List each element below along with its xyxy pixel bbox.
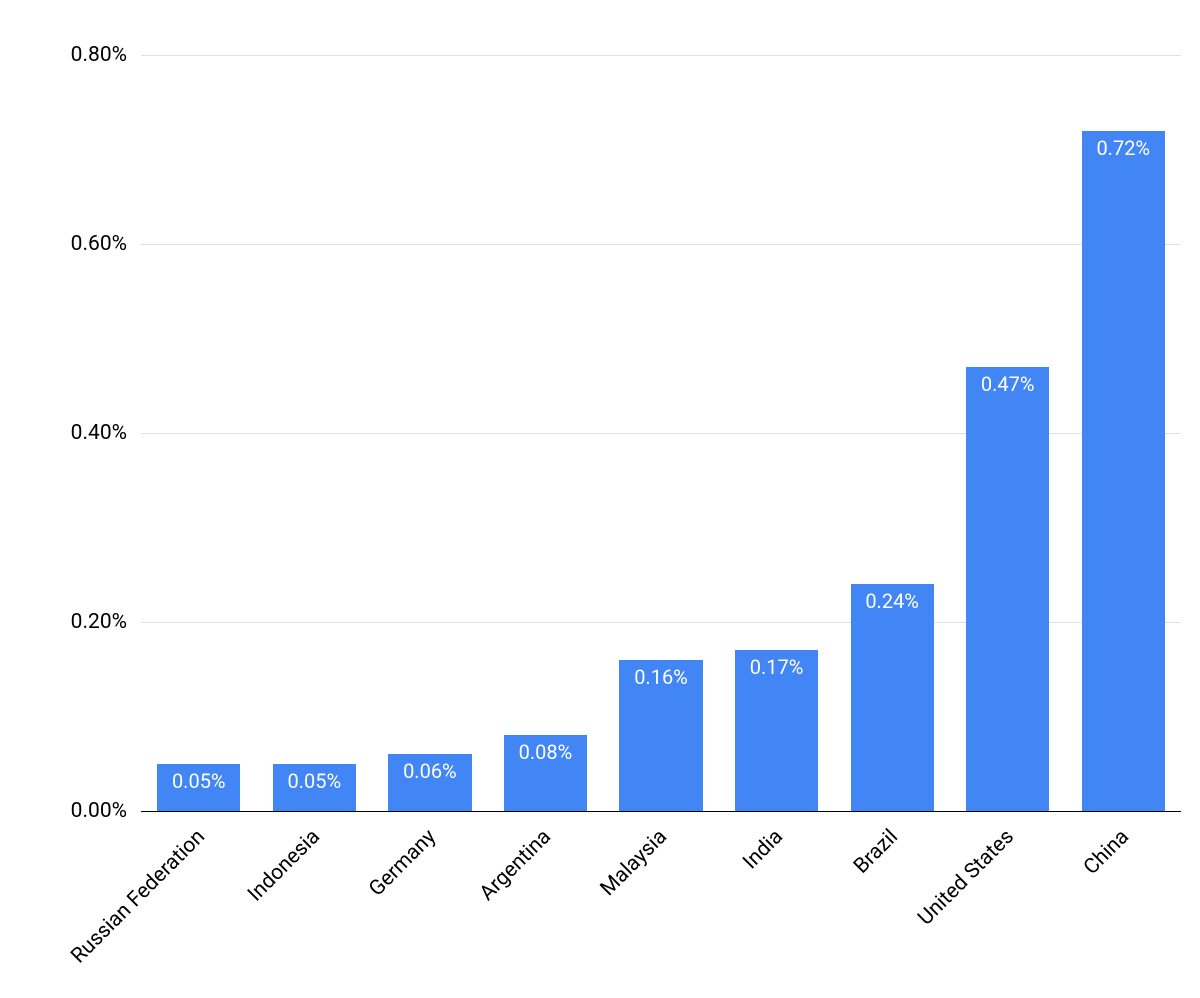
- bar-slot: 0.05%Russian Federation: [141, 55, 257, 811]
- bar: 0.17%: [735, 650, 818, 811]
- bar-value-label: 0.08%: [504, 740, 587, 764]
- y-tick-label: 0.60%: [71, 232, 141, 256]
- bar-value-label: 0.72%: [1082, 136, 1165, 160]
- bar: 0.24%: [851, 584, 934, 811]
- bar-value-label: 0.24%: [851, 589, 934, 613]
- y-tick-label: 0.80%: [71, 43, 141, 67]
- plot-area: 0.00%0.20%0.40%0.60%0.80% 0.05%Russian F…: [141, 55, 1181, 812]
- bar-slot: 0.47%United States: [950, 55, 1066, 811]
- bar-value-label: 0.16%: [619, 665, 702, 689]
- y-tick-label: 0.00%: [71, 799, 141, 823]
- bar-chart: 0.00% 0.20% 0.40% 0.60% 0.80% 0.05%Russian F…: [0, 0, 1200, 998]
- bars-container: 0.05%Russian Federation0.05%Indonesia0.0…: [141, 55, 1181, 811]
- bar-value-label: 0.06%: [388, 759, 471, 783]
- bar-slot: 0.08%Argentina: [488, 55, 604, 811]
- bar-slot: 0.17%India: [719, 55, 835, 811]
- bar-slot: 0.05%Indonesia: [257, 55, 373, 811]
- bar: 0.47%: [966, 367, 1049, 811]
- bar: 0.72%: [1082, 131, 1165, 811]
- y-tick-label: 0.20%: [71, 610, 141, 634]
- bar-slot: 0.06%Germany: [372, 55, 488, 811]
- bar-value-label: 0.47%: [966, 372, 1049, 396]
- y-tick-label: 0.40%: [71, 421, 141, 445]
- bar-slot: 0.16%Malaysia: [603, 55, 719, 811]
- bar-slot: 0.72%China: [1066, 55, 1182, 811]
- bar-slot: 0.24%Brazil: [834, 55, 950, 811]
- bar-value-label: 0.17%: [735, 655, 818, 679]
